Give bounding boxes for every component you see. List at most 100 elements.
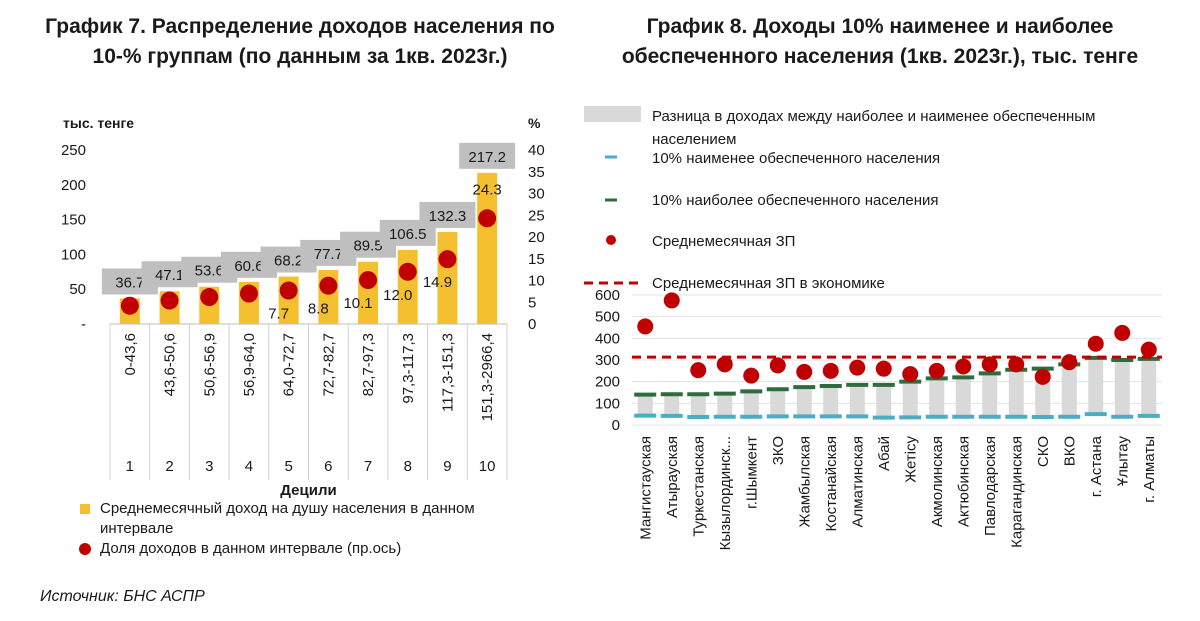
- dot-value-label: 14.9: [423, 274, 452, 291]
- gap-bar: [823, 386, 839, 417]
- bar-value-label: 217.2: [468, 149, 506, 166]
- dot-value-label: 10.1: [343, 295, 372, 312]
- gap-bar: [929, 378, 945, 417]
- bar-value-label: 36.7: [115, 274, 144, 291]
- gap-bar: [717, 393, 733, 417]
- decile-number: 1: [126, 458, 134, 475]
- region-label: Алматинская: [849, 436, 866, 527]
- y-tick: 400: [595, 330, 620, 347]
- gap-bar: [1061, 364, 1077, 417]
- left-axis-title: тыс. тенге: [63, 115, 134, 131]
- y-left-tick: 250: [61, 142, 86, 159]
- gap-bar: [849, 384, 865, 417]
- x-axis-title: Децили: [280, 482, 336, 499]
- region-label: г.Шымкент: [743, 436, 760, 509]
- gap-bar: [770, 389, 786, 417]
- y-tick: 200: [595, 374, 620, 391]
- share-dot: [478, 209, 497, 228]
- bar-value-label: 132.3: [429, 208, 467, 225]
- legend-gap-label-line2: населением: [652, 131, 736, 148]
- y-tick: 500: [595, 309, 620, 326]
- wage-dot: [1114, 324, 1131, 341]
- right-axis-title: %: [528, 115, 541, 131]
- wage-dot: [822, 362, 839, 379]
- gap-bar: [1114, 360, 1130, 417]
- bar-value-label: 47.1: [155, 267, 184, 284]
- chart7-legend: Среднемесячный доход на душу населения в…: [78, 499, 548, 559]
- y-left-tick: 100: [61, 246, 86, 263]
- legend-dot-swatch: [79, 543, 91, 555]
- wage-dot: [663, 292, 680, 309]
- dot-value-label: 24.3: [473, 181, 502, 198]
- legend-bar-label: Среднемесячный доход на душу населения в…: [100, 500, 475, 537]
- gap-bar: [796, 387, 812, 417]
- region-label: ЗКО: [770, 436, 787, 465]
- region-label: Акмолинская: [929, 436, 946, 527]
- y-left-tick: -: [81, 316, 86, 333]
- gap-bar: [743, 391, 759, 417]
- decile-number: 7: [364, 458, 372, 475]
- legend-high-label: 10% наиболее обеспеченного населения: [652, 192, 939, 209]
- wage-dot: [902, 366, 919, 383]
- region-label: Атырауская: [664, 436, 681, 518]
- share-dot: [279, 281, 298, 300]
- wage-dot: [955, 358, 972, 375]
- gap-bar: [876, 384, 892, 418]
- y-right-tick: 40: [528, 142, 545, 159]
- region-label: г. Астана: [1088, 435, 1105, 497]
- wage-dot: [875, 360, 892, 377]
- interval-label: 97,3-117,3: [400, 333, 417, 404]
- region-label: Ұлытау: [1114, 436, 1131, 487]
- decile-number: 9: [443, 458, 451, 475]
- y-tick: 300: [595, 352, 620, 369]
- gap-bar: [637, 394, 653, 416]
- wage-dot: [1140, 341, 1157, 358]
- gap-bar: [1008, 369, 1024, 417]
- legend-wage-label: Среднемесячная ЗП: [652, 233, 795, 250]
- interval-label: 151,3-2966,4: [479, 333, 496, 421]
- decile-number: 4: [245, 458, 253, 475]
- region-label: Карагандинская: [1008, 436, 1025, 548]
- bar-income: [477, 172, 498, 324]
- wage-dot: [1008, 356, 1025, 373]
- dot-value-label: 12.0: [383, 287, 412, 304]
- wage-dot: [769, 357, 786, 374]
- y-right-tick: 20: [528, 229, 545, 246]
- bar-label-box: [459, 142, 516, 169]
- interval-label: 0-43,6: [122, 333, 139, 376]
- region-label: Мангистауская: [637, 436, 654, 540]
- y-right-tick: 10: [528, 273, 545, 290]
- bar-value-label: 77.7: [314, 246, 343, 263]
- decile-number: 6: [324, 458, 332, 475]
- region-label: Абай: [876, 436, 893, 471]
- region-label: Жетісу: [902, 436, 919, 483]
- bar-value-label: 106.5: [389, 226, 427, 243]
- wage-dot: [849, 359, 866, 376]
- decile-number: 8: [404, 458, 412, 475]
- region-label: Актюбинская: [955, 436, 972, 527]
- chart8-title: График 8. Доходы 10% наименее и наиболее…: [621, 15, 1139, 68]
- gap-bar: [1088, 357, 1104, 415]
- wage-dot: [1061, 354, 1078, 371]
- decile-number: 5: [284, 458, 292, 475]
- legend-econ-label: Среднемесячная ЗП в экономике: [652, 275, 885, 292]
- share-dot: [359, 271, 378, 290]
- wage-dot: [796, 363, 813, 380]
- gap-bar: [955, 377, 971, 417]
- share-dot: [120, 296, 139, 315]
- y-right-tick: 5: [528, 294, 536, 311]
- y-right-tick: 15: [528, 251, 545, 268]
- region-label: СКО: [1035, 436, 1052, 467]
- wage-dot: [743, 367, 760, 384]
- y-left-tick: 200: [61, 177, 86, 194]
- legend-low-label: 10% наименее обеспеченного населения: [652, 150, 940, 167]
- legend-wage-swatch: [606, 235, 616, 245]
- source-note: Источник: БНС АСПР: [40, 588, 205, 605]
- interval-label: 72,7-82,7: [320, 333, 337, 396]
- decile-number: 10: [479, 458, 496, 475]
- dot-value-label: 8.8: [308, 301, 329, 318]
- interval-label: 82,7-97,3: [360, 333, 377, 396]
- y-right-tick: 25: [528, 207, 545, 224]
- wage-dot: [928, 362, 945, 379]
- region-label: Туркестанская: [690, 436, 707, 537]
